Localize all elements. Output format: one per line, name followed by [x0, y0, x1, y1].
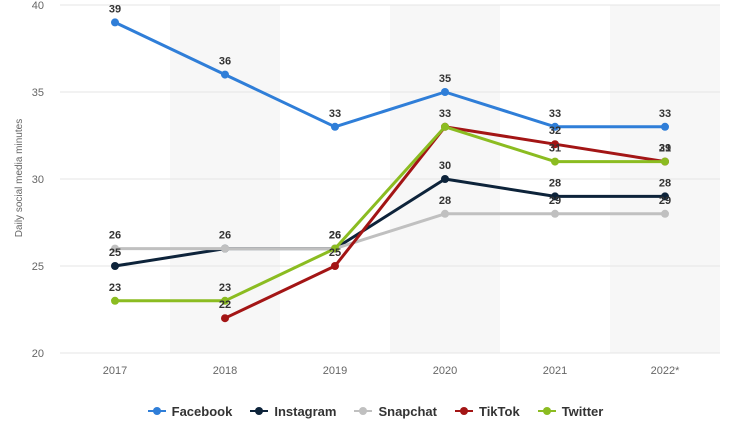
data-point-twitter [221, 296, 229, 305]
y-axis-ticks: 20 25 30 35 40 [32, 0, 44, 360]
data-point-twitter [661, 157, 669, 166]
data-label: 25 [329, 247, 341, 259]
data-point-twitter [111, 296, 119, 305]
data-label: 26 [219, 230, 231, 242]
x-tick-label: 2018 [213, 365, 237, 377]
data-label: 30 [439, 160, 451, 172]
data-labels: 39 36 33 35 33 33 25 26 26 30 28 28 26 28 29 29 22 25 33 32… [109, 3, 671, 311]
data-point-tiktok [221, 314, 229, 323]
data-label: 25 [109, 247, 121, 259]
data-label: 28 [659, 177, 671, 189]
data-point-twitter [551, 157, 559, 166]
data-point-tiktok [551, 140, 559, 149]
data-point-instagram [661, 192, 669, 201]
y-axis-label: Daily social media minutes [14, 119, 25, 237]
legend-swatch-icon [250, 406, 269, 416]
x-tick-label: 2017 [103, 365, 127, 377]
data-point-facebook [661, 122, 669, 131]
y-tick-label: 25 [32, 261, 44, 273]
data-label: 23 [219, 282, 231, 294]
legend-item-snapchat[interactable]: Snapchat [354, 404, 437, 419]
chart-legend: Facebook Instagram Snapchat TikTok Twitter [0, 400, 751, 422]
data-label: 39 [109, 3, 121, 15]
data-point-facebook [331, 122, 339, 131]
data-point-snapchat [441, 209, 449, 218]
data-point-twitter [441, 122, 449, 131]
data-point-facebook [551, 122, 559, 131]
data-label: 31 [549, 143, 561, 155]
series-line-facebook [114, 21, 665, 129]
y-tick-label: 35 [32, 87, 44, 99]
data-point-snapchat [111, 244, 119, 253]
data-label: 29 [549, 195, 561, 207]
data-label: 29 [659, 195, 671, 207]
data-point-instagram [111, 262, 119, 270]
legend-item-facebook[interactable]: Facebook [147, 403, 233, 419]
x-axis-ticks: 2017 2018 2019 2020 2021 2022* [103, 365, 680, 377]
legend-swatch-icon [147, 406, 166, 416]
legend-item-tiktok[interactable]: TikTok [454, 403, 520, 419]
data-label: 35 [439, 73, 451, 85]
data-point-snapchat [221, 244, 229, 253]
data-label: 26 [329, 230, 341, 242]
data-point-facebook [111, 18, 119, 27]
data-label: 26 [329, 230, 341, 242]
y-tick-label: 30 [32, 174, 44, 186]
data-label: 33 [549, 108, 561, 120]
data-point-snapchat [551, 209, 559, 218]
y-tick-label: 20 [32, 348, 44, 360]
y-tick-label: 40 [32, 0, 44, 12]
data-label: 32 [549, 125, 561, 137]
x-tick-label: 2022* [651, 365, 680, 377]
legend-swatch-icon [537, 406, 556, 416]
series-line-snapchat [115, 212, 665, 251]
data-point-twitter [331, 244, 339, 253]
legend-item-instagram[interactable]: Instagram [250, 404, 336, 419]
legend-label: Twitter [561, 403, 604, 419]
legend-item-twitter[interactable]: Twitter [537, 403, 604, 419]
data-label: 33 [659, 108, 671, 120]
data-point-instagram [441, 175, 449, 183]
data-label: 26 [109, 230, 121, 242]
data-label: 23 [109, 282, 121, 294]
data-label: 33 [329, 108, 341, 120]
data-label: 29 [659, 143, 671, 155]
data-point-facebook [221, 70, 229, 79]
data-label: 33 [439, 108, 451, 120]
x-tick-label: 2021 [543, 365, 567, 377]
data-point-instagram [551, 192, 559, 201]
legend-label: Snapchat [378, 403, 437, 419]
legend-label: TikTok [478, 403, 520, 419]
series-group [111, 18, 669, 323]
data-point-tiktok [331, 262, 339, 270]
data-point-facebook [441, 88, 449, 96]
data-point-snapchat [661, 209, 669, 218]
data-label: 22 [219, 299, 231, 311]
legend-swatch-icon [454, 406, 473, 416]
legend-swatch-icon [354, 406, 373, 416]
x-tick-label: 2019 [323, 365, 347, 377]
x-tick-label: 2020 [433, 365, 457, 377]
series-line-instagram [114, 177, 665, 268]
data-label: 36 [219, 56, 231, 68]
data-label: 28 [549, 177, 561, 189]
data-label: 31 [659, 143, 671, 155]
data-label: 28 [439, 195, 451, 207]
legend-label: Instagram [274, 403, 337, 419]
series-line-twitter [115, 125, 665, 303]
legend-label: Facebook [171, 403, 233, 419]
grid-lines [60, 4, 720, 354]
